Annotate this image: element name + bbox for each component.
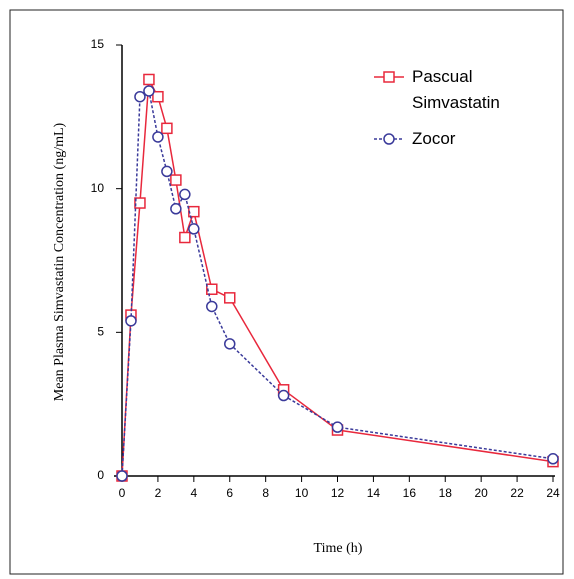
marker (161, 122, 173, 135)
marker (134, 197, 146, 209)
legend-item: Zocor (372, 126, 492, 152)
marker (170, 203, 182, 215)
y-tick-label: 5 (97, 325, 104, 339)
marker (206, 300, 218, 313)
marker (170, 174, 182, 186)
marker (224, 338, 236, 350)
marker (134, 90, 146, 103)
y-tick-label: 10 (91, 181, 105, 195)
legend-label: Zocor (412, 129, 456, 148)
x-tick-label: 18 (439, 486, 453, 500)
frame (9, 9, 564, 575)
x-tick-label: 6 (226, 486, 233, 500)
marker (116, 470, 128, 482)
marker (125, 315, 137, 327)
legend: Pascual Simvastatin Zocor (372, 64, 500, 162)
marker (331, 421, 344, 433)
marker (179, 188, 191, 201)
marker (161, 165, 173, 178)
x-tick-label: 24 (546, 486, 560, 500)
x-tick-label: 12 (331, 486, 345, 500)
marker (383, 71, 395, 83)
x-axis-label: Time (h) (314, 541, 363, 556)
legend-swatch (374, 71, 404, 83)
x-tick-label: 8 (262, 486, 269, 500)
marker (152, 90, 164, 103)
marker (206, 283, 218, 295)
marker (188, 223, 200, 235)
legend-swatch (374, 133, 404, 145)
marker (143, 85, 155, 97)
x-tick-label: 2 (155, 486, 162, 500)
x-tick-label: 14 (367, 486, 381, 500)
legend-label: Pascual Simvastatin (412, 67, 500, 112)
x-tick-label: 0 (119, 486, 126, 500)
x-tick-label: 10 (295, 486, 309, 500)
x-tick-label: 16 (403, 486, 417, 500)
y-tick-label: 15 (91, 37, 105, 51)
y-tick-label: 0 (97, 468, 104, 482)
legend-item: Pascual Simvastatin (372, 64, 500, 116)
x-tick-label: 20 (474, 486, 488, 500)
marker (277, 389, 290, 402)
marker (143, 73, 155, 86)
x-tick-label: 22 (510, 486, 524, 500)
marker (179, 231, 191, 244)
x-tick-label: 4 (190, 486, 197, 500)
marker (383, 133, 395, 145)
y-axis-label: Mean Plasma Simvastatin Concentration (n… (52, 122, 67, 401)
marker (188, 205, 200, 218)
marker (152, 131, 164, 143)
marker (547, 453, 559, 465)
marker (224, 292, 236, 304)
